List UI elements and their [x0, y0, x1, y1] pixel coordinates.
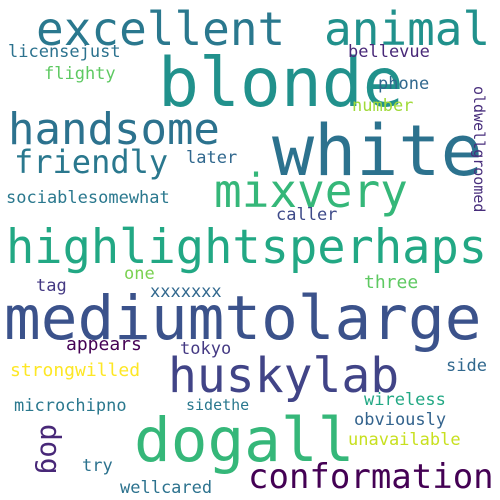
- word-licensejust: licensejust: [8, 42, 121, 62]
- word-caller: caller: [276, 205, 338, 225]
- word-sidethe: sidethe: [186, 396, 250, 414]
- word-strongwilled: strongwilled: [10, 360, 141, 381]
- word-white: white: [272, 110, 483, 192]
- word-sociablesomewhat: sociablesomewhat: [6, 188, 170, 208]
- word-dogall: dogall: [134, 405, 355, 476]
- word-blonde: blonde: [158, 44, 404, 123]
- word-mixvery: mixvery: [214, 164, 408, 218]
- word-one: one: [124, 264, 155, 284]
- word-handsome: handsome: [8, 104, 220, 155]
- word-microchipno: microchipno: [14, 396, 127, 416]
- word-highlightsperhaps: highlightsperhaps: [6, 220, 488, 275]
- word-tokyo: tokyo: [180, 339, 232, 359]
- word-three: three: [364, 272, 419, 293]
- word-wireless: wireless: [364, 390, 446, 410]
- word-obviously: obviously: [354, 410, 447, 430]
- word-phone: phone: [378, 74, 430, 94]
- word-animal: animal: [324, 2, 491, 56]
- word-unavailable: unavailable: [348, 430, 461, 450]
- word-tag: tag: [36, 276, 67, 296]
- word-wellcared: wellcared: [120, 478, 213, 498]
- word-dog: dog: [34, 424, 67, 475]
- word-appears: appears: [66, 334, 142, 355]
- word-try: try: [82, 456, 113, 476]
- word-bellevue: bellevue: [348, 42, 430, 62]
- word-huskylab: huskylab: [168, 348, 400, 404]
- word-oldwellgroomed: oldwellgroomed: [470, 86, 488, 213]
- word-mediumtolarge: mediumtolarge: [4, 283, 482, 354]
- word-flighty: flighty: [44, 64, 116, 84]
- word-conformation: conformation: [248, 457, 494, 497]
- word-excellent: excellent: [36, 2, 286, 56]
- word-later: later: [186, 148, 238, 168]
- word-friendly: friendly: [14, 143, 169, 181]
- word-xxxxxxx: xxxxxxx: [150, 282, 222, 302]
- word-number: number: [352, 96, 414, 116]
- word-side: side: [446, 356, 487, 376]
